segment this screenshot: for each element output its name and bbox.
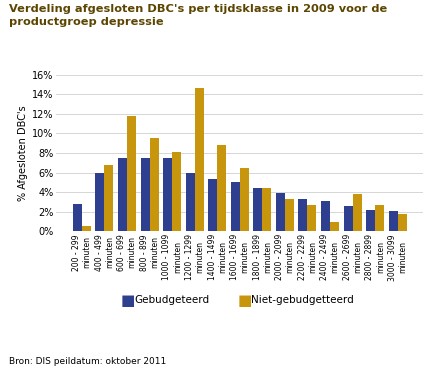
Bar [231, 182, 240, 231]
Bar [149, 138, 159, 231]
Bar [389, 211, 397, 231]
Text: Verdeling afgesloten DBC's per tijdsklasse in 2009 voor de
productgroep depressi: Verdeling afgesloten DBC's per tijdsklas… [9, 4, 387, 26]
Bar [172, 152, 181, 231]
Bar [82, 226, 91, 231]
Text: ■: ■ [121, 293, 135, 308]
Bar [95, 172, 105, 231]
Bar [195, 88, 203, 231]
Bar [397, 214, 407, 231]
Bar [299, 199, 308, 231]
Bar [253, 188, 262, 231]
Bar [163, 158, 172, 231]
Text: Bron: DIS peildatum: oktober 2011: Bron: DIS peildatum: oktober 2011 [9, 357, 166, 366]
Text: ■: ■ [238, 293, 252, 308]
Bar [127, 116, 136, 231]
Bar [208, 179, 217, 231]
Bar [105, 164, 114, 231]
Bar [262, 188, 271, 231]
Text: Gebudgeteerd: Gebudgeteerd [134, 295, 209, 305]
Bar [73, 204, 82, 231]
Bar [186, 172, 195, 231]
Bar [375, 205, 384, 231]
Bar [308, 205, 317, 231]
Bar [240, 167, 249, 231]
Bar [366, 210, 375, 231]
Y-axis label: % Afgesloten DBC's: % Afgesloten DBC's [18, 105, 28, 201]
Bar [140, 158, 149, 231]
Bar [321, 201, 330, 231]
Bar [353, 194, 362, 231]
Text: Niet-gebudgetteerd: Niet-gebudgetteerd [251, 295, 353, 305]
Bar [343, 206, 353, 231]
Bar [285, 199, 294, 231]
Bar [276, 193, 285, 231]
Bar [118, 158, 127, 231]
Bar [330, 222, 339, 231]
Bar [217, 145, 226, 231]
